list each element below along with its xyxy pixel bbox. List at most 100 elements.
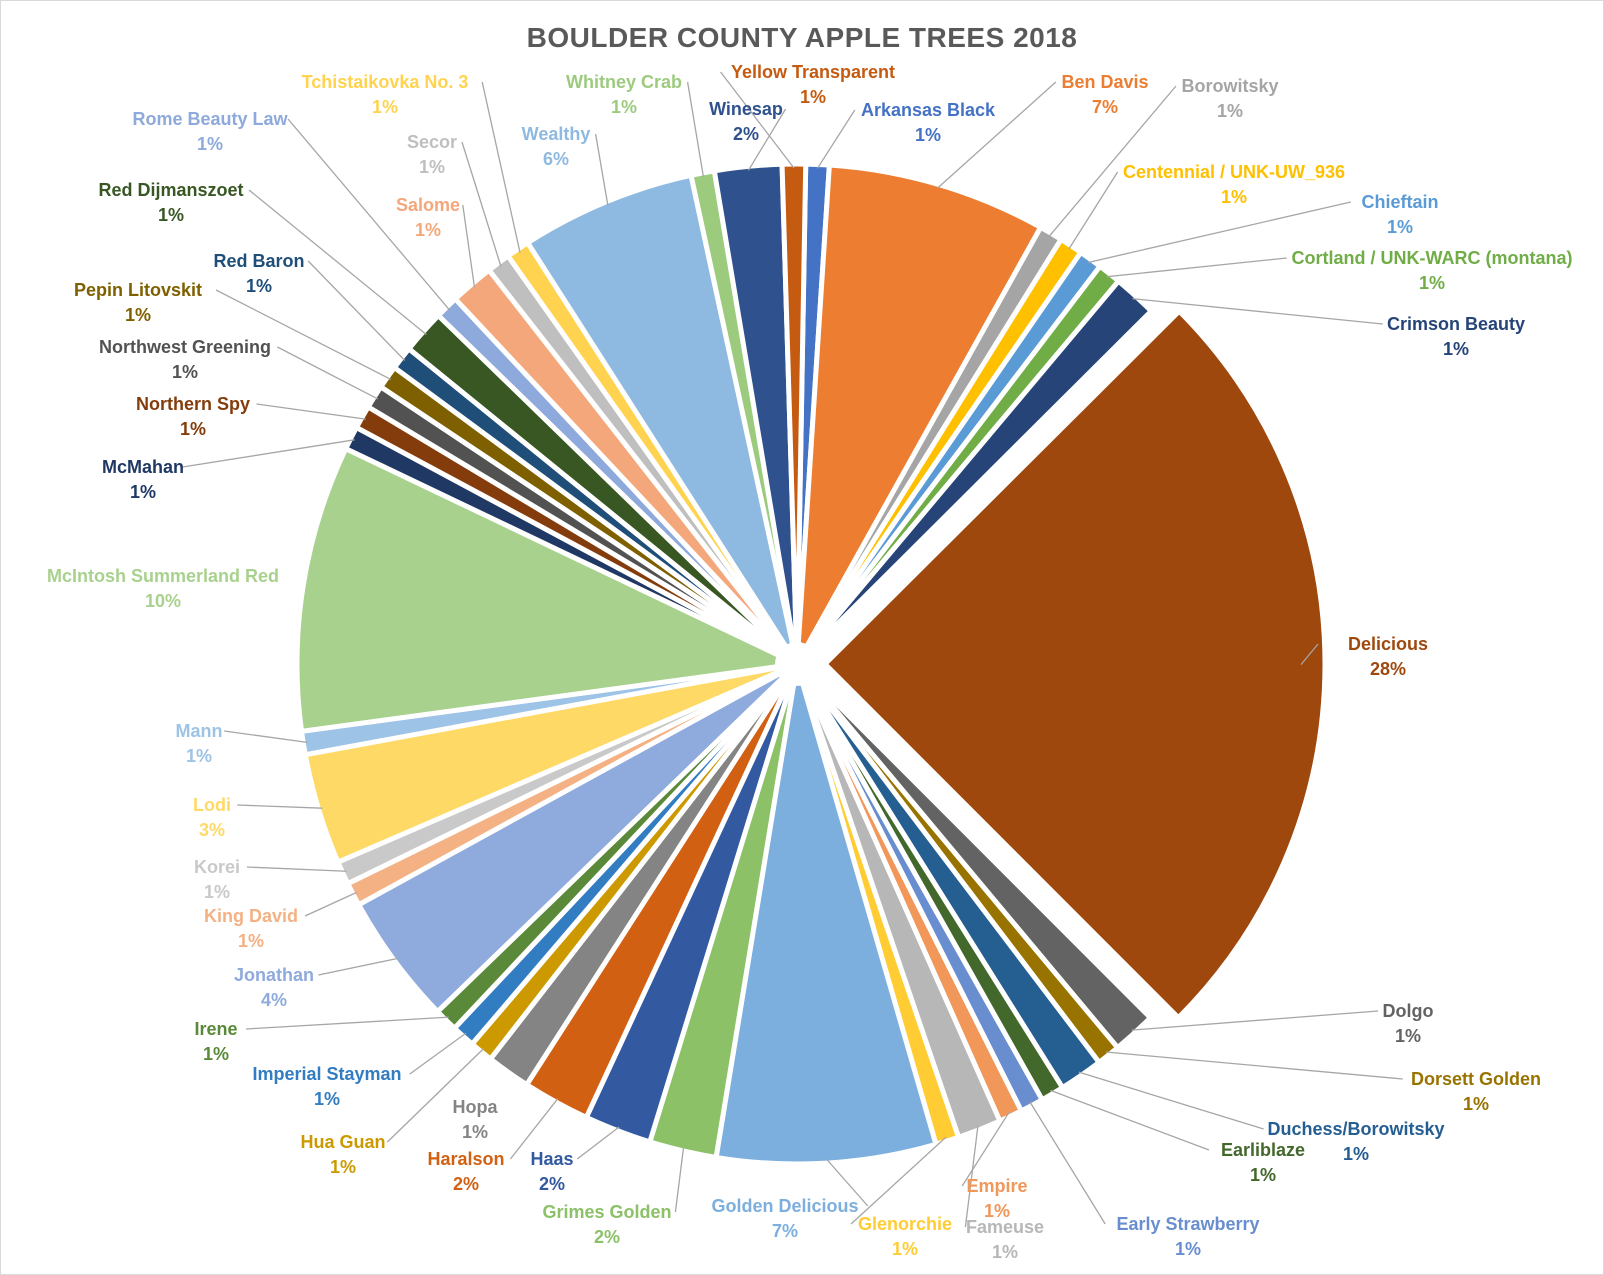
label-name-chieftain: Chieftain [1361, 192, 1438, 212]
leader-line-tchistaikovka-no-3 [481, 81, 521, 253]
label-name-winesap: Winesap [709, 99, 783, 119]
label-pct-golden-delicious: 7% [772, 1221, 798, 1241]
label-name-mcmahan: McMahan [102, 457, 184, 477]
label-name-pepin-litovskit: Pepin Litovskit [74, 280, 202, 300]
label-name-irene: Irene [194, 1019, 237, 1039]
data-label-wealthy: Wealthy 6% [522, 124, 591, 169]
data-label-whitney-crab: Whitney Crab 1% [566, 72, 682, 117]
data-label-chieftain: Chieftain 1% [1361, 192, 1438, 237]
data-label-jonathan: Jonathan 4% [234, 965, 314, 1010]
leader-line-early-strawberry [1029, 1101, 1106, 1225]
label-pct-mcmahan: 1% [130, 482, 156, 502]
leader-line-borowitsky [1048, 85, 1177, 238]
label-pct-lodi: 3% [199, 820, 225, 840]
leader-line-dorsett-golden [1105, 1051, 1403, 1080]
label-name-haas: Haas [530, 1149, 573, 1169]
data-label-delicious: Delicious 28% [1348, 634, 1428, 679]
label-pct-whitney-crab: 1% [611, 97, 637, 117]
data-label-golden-delicious: Golden Delicious 7% [711, 1196, 858, 1241]
leader-line-yellow-transparent [720, 71, 795, 169]
label-name-fameuse: Fameuse [966, 1217, 1044, 1237]
label-pct-wealthy: 6% [543, 149, 569, 169]
label-pct-king-david: 1% [238, 931, 264, 951]
label-pct-centennial-unk-uw-936: 1% [1221, 187, 1247, 207]
label-pct-secor: 1% [419, 157, 445, 177]
leader-line-lodi [237, 804, 323, 809]
leader-line-arkansas-black [816, 109, 856, 169]
leader-line-red-baron [307, 260, 406, 361]
chart-title: BOULDER COUNTY APPLE TREES 2018 [526, 22, 1078, 53]
slices-layer [294, 161, 1328, 1167]
label-pct-haralson: 2% [453, 1174, 479, 1194]
label-name-golden-delicious: Golden Delicious [711, 1196, 858, 1216]
pie-slice-golden-delicious [713, 661, 939, 1167]
leader-line-salome [462, 204, 476, 288]
leader-line-irene [245, 1016, 449, 1030]
leader-line-golden-delicious [826, 1158, 869, 1207]
label-pct-tchistaikovka-no-3: 1% [372, 97, 398, 117]
leader-line-mann [224, 730, 308, 744]
label-name-crimson-beauty: Crimson Beauty [1387, 314, 1525, 334]
label-name-earliblaze: Earliblaze [1221, 1140, 1305, 1160]
pie-slice-crimson-beauty [794, 278, 1154, 667]
data-label-haralson: Haralson 2% [427, 1149, 504, 1194]
data-label-centennial-unk-uw-936: Centennial / UNK-UW_936 1% [1123, 162, 1345, 207]
data-label-king-david: King David 1% [204, 906, 298, 951]
data-label-grimes-golden: Grimes Golden 2% [542, 1202, 671, 1247]
label-pct-rome-beauty-law: 1% [197, 134, 223, 154]
data-label-winesap: Winesap 2% [709, 99, 783, 144]
label-pct-red-baron: 1% [246, 276, 272, 296]
data-label-yellow-transparent: Yellow Transparent 1% [731, 62, 895, 107]
label-pct-hua-guan: 1% [330, 1157, 356, 1177]
leader-line-red-dijmanszoet [248, 189, 427, 335]
label-pct-jonathan: 4% [261, 990, 287, 1010]
label-name-northern-spy: Northern Spy [136, 394, 250, 414]
leader-line-rome-beauty-law [287, 118, 451, 311]
label-pct-empire: 1% [984, 1201, 1010, 1221]
leader-line-mcmahan [182, 439, 355, 468]
label-name-northwest-greening: Northwest Greening [99, 337, 271, 357]
leader-line-jonathan [318, 957, 398, 976]
data-label-pepin-litovskit: Pepin Litovskit 1% [74, 280, 202, 325]
leader-line-delicious [1300, 643, 1319, 666]
label-name-red-dijmanszoet: Red Dijmanszoet [98, 180, 243, 200]
label-name-haralson: Haralson [427, 1149, 504, 1169]
label-name-borowitsky: Borowitsky [1181, 76, 1278, 96]
label-name-empire: Empire [966, 1176, 1027, 1196]
data-label-fameuse: Fameuse 1% [966, 1217, 1044, 1262]
label-name-secor: Secor [407, 132, 457, 152]
label-name-hua-guan: Hua Guan [300, 1132, 385, 1152]
pie-slice-wealthy [525, 172, 800, 667]
label-name-delicious: Delicious [1348, 634, 1428, 654]
leader-line-wealthy [594, 133, 609, 206]
leader-line-northern-spy [256, 403, 366, 420]
leader-line-glenorchie [850, 1136, 947, 1225]
leader-line-empire [961, 1112, 1010, 1187]
label-pct-korei: 1% [204, 882, 230, 902]
data-label-ben-davis: Ben Davis 7% [1061, 72, 1148, 117]
leader-line-korei [246, 866, 347, 872]
label-pct-dorsett-golden: 1% [1463, 1094, 1489, 1114]
label-pct-salome: 1% [415, 220, 441, 240]
label-pct-irene: 1% [203, 1044, 229, 1064]
label-pct-grimes-golden: 2% [594, 1227, 620, 1247]
leader-line-hua-guan [386, 1048, 485, 1143]
leader-line-earliblaze [1050, 1089, 1210, 1151]
label-pct-ben-davis: 7% [1092, 97, 1118, 117]
label-pct-borowitsky: 1% [1217, 101, 1243, 121]
label-name-centennial-unk-uw-936: Centennial / UNK-UW_936 [1123, 162, 1345, 182]
label-pct-fameuse: 1% [992, 1242, 1018, 1262]
leader-line-pepin-litovskit [215, 289, 392, 380]
label-name-duchess-borowitsky: Duchess/Borowitsky [1267, 1119, 1444, 1139]
leader-line-dolgo [1131, 1010, 1379, 1031]
label-pct-glenorchie: 1% [892, 1239, 918, 1259]
leader-line-cortland-unk-warc-montana [1106, 257, 1287, 278]
label-name-arkansas-black: Arkansas Black [861, 100, 996, 120]
leader-line-ben-davis [936, 81, 1057, 189]
data-label-korei: Korei 1% [194, 857, 240, 902]
data-label-rome-beauty-law: Rome Beauty Law 1% [132, 109, 288, 154]
data-label-dorsett-golden: Dorsett Golden 1% [1411, 1069, 1541, 1114]
label-pct-duchess-borowitsky: 1% [1343, 1144, 1369, 1164]
